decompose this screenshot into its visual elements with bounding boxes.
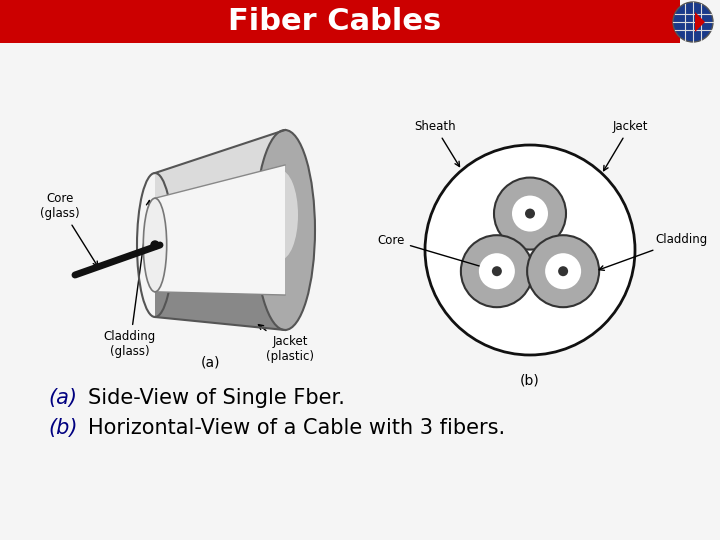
Text: Sheath: Sheath (414, 120, 459, 166)
Circle shape (494, 178, 566, 249)
Text: Fiber Cables: Fiber Cables (228, 8, 441, 37)
Circle shape (461, 235, 533, 307)
Ellipse shape (143, 198, 167, 292)
Polygon shape (155, 165, 285, 295)
FancyBboxPatch shape (0, 0, 680, 43)
Text: (a): (a) (200, 355, 220, 369)
Circle shape (512, 195, 548, 232)
Circle shape (479, 253, 515, 289)
Polygon shape (155, 220, 285, 330)
Text: (b): (b) (520, 373, 540, 387)
Circle shape (525, 208, 535, 219)
Text: Horizontal-View of a Cable with 3 fibers.: Horizontal-View of a Cable with 3 fibers… (88, 418, 505, 438)
Polygon shape (155, 130, 285, 238)
Polygon shape (695, 12, 705, 32)
Text: Side-View of Single Fber.: Side-View of Single Fber. (88, 388, 345, 408)
Polygon shape (155, 130, 285, 205)
Text: Jacket: Jacket (603, 120, 648, 171)
Circle shape (673, 2, 713, 42)
Text: Jacket
(plastic): Jacket (plastic) (258, 325, 314, 363)
Text: Cladding: Cladding (599, 233, 707, 271)
Circle shape (558, 266, 568, 276)
Text: Cladding
(glass): Cladding (glass) (104, 200, 156, 358)
Text: Core
(glass): Core (glass) (40, 192, 98, 266)
Ellipse shape (262, 170, 298, 260)
Circle shape (151, 241, 159, 249)
Circle shape (492, 266, 502, 276)
Circle shape (425, 145, 635, 355)
Text: (a): (a) (48, 388, 77, 408)
Text: Core: Core (377, 233, 492, 271)
Circle shape (527, 235, 599, 307)
Circle shape (545, 253, 581, 289)
Ellipse shape (255, 130, 315, 330)
Text: (b): (b) (48, 418, 78, 438)
